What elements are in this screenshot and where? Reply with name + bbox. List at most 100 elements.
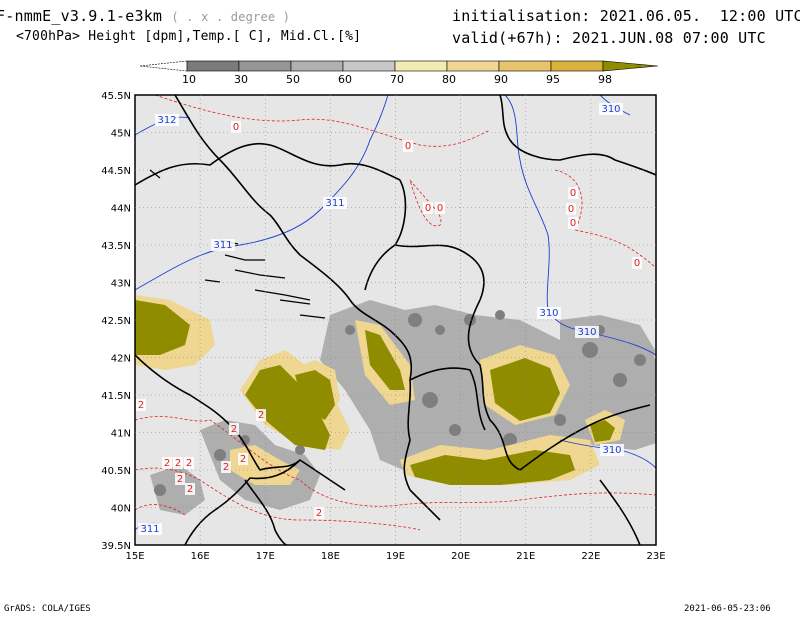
temp-label: 0: [425, 203, 431, 214]
height-label-bg: [138, 523, 162, 535]
footer-timestamp: 2021-06-05-23:06: [684, 604, 771, 614]
temp-label-bg: [229, 423, 239, 435]
height-contour-labels: 312 311 311 310 310 310 310 311: [138, 103, 624, 535]
temp-label: 2: [186, 458, 192, 469]
temp-label-bg: [238, 453, 248, 465]
height-label: 311: [213, 240, 232, 251]
temp-label: 0: [634, 258, 640, 269]
lat-axis: 45.5N 45N 44.5N 44N 43.5N 43N 42.5N 42N 41.5N 41N…: [101, 91, 131, 552]
gridlines: [135, 95, 656, 545]
temp-label: 0: [570, 188, 576, 199]
colorbar-label: 98: [598, 73, 612, 86]
temp-label-bg: [136, 399, 146, 411]
temp-label-bg: [184, 457, 194, 469]
temp-label-bg: [566, 203, 576, 215]
temp-label: 0: [568, 204, 574, 215]
height-label: 310: [602, 445, 621, 456]
height-label: 312: [157, 115, 176, 126]
temp-label: 0: [437, 203, 443, 214]
temp-label-bg: [231, 121, 241, 133]
temp-label: 0: [570, 218, 576, 229]
colorbar-swatch: [290, 60, 344, 72]
valid-time: valid(+67h): 2021.JUN.08 07:00 UTC: [452, 29, 766, 47]
height-label-bg: [323, 197, 347, 209]
temp-label-bg: [162, 457, 172, 469]
lat-tick-label: 41N: [111, 429, 131, 440]
lon-tick-label: 16E: [191, 551, 210, 562]
temp-label-bg: [221, 461, 231, 473]
lon-axis: 15E 16E 17E 18E 19E 20E 21E 22E 23E: [125, 551, 665, 562]
temp-label: 0: [405, 141, 411, 152]
colorbar-label: 50: [286, 73, 300, 86]
lon-tick-label: 15E: [125, 551, 144, 562]
colorbar-label: 80: [442, 73, 456, 86]
colorbar-left-arrow: [139, 60, 188, 72]
temp-label-bg: [403, 140, 413, 152]
lon-tick-label: 17E: [256, 551, 275, 562]
temp-label-bg: [185, 483, 195, 495]
height-label-bg: [575, 326, 599, 338]
lat-tick-label: 39.5N: [101, 541, 131, 552]
height-label: 310: [577, 327, 596, 338]
temp-label: 2: [177, 474, 183, 485]
lon-tick-label: 23E: [646, 551, 665, 562]
colorbar-label: 10: [182, 73, 196, 86]
colorbar-label: 30: [234, 73, 248, 86]
lat-tick-label: 44N: [111, 204, 131, 215]
colorbar-swatch: [186, 60, 240, 72]
lat-tick-label: 40.5N: [101, 466, 131, 477]
colorbar-swatch: [498, 60, 552, 72]
height-label-bg: [600, 444, 624, 456]
lat-tick-label: 45N: [111, 129, 131, 140]
temp-label-bg: [568, 217, 578, 229]
init-time: initialisation: 2021.06.05. 12:00 UTC: [452, 7, 800, 25]
lat-tick-label: 42.5N: [101, 316, 131, 327]
temp-label-bg: [632, 257, 642, 269]
colorbar-label: 70: [390, 73, 404, 86]
footer-credit: GrADS: COLA/IGES: [4, 604, 91, 614]
temp-label: 0: [233, 122, 239, 133]
temp-label: 2: [138, 400, 144, 411]
lat-tick-label: 45.5N: [101, 91, 131, 102]
height-label-bg: [155, 114, 179, 126]
temp-label: 2: [187, 484, 193, 495]
colorbar-swatch: [602, 60, 659, 72]
model-title: F-nmmE_v3.9.1-e3km ( . x . degree ): [0, 7, 291, 25]
temp-label-bg: [568, 187, 578, 199]
lat-tick-label: 43.5N: [101, 241, 131, 252]
colorbar-label: 90: [494, 73, 508, 86]
temp-label: 2: [240, 454, 246, 465]
colorbar: 10 30 50 60 70 80 90 95 98: [139, 60, 659, 86]
lat-tick-label: 43N: [111, 279, 131, 290]
colorbar-swatch: [342, 60, 396, 72]
colorbar-label: 95: [546, 73, 560, 86]
height-label-bg: [537, 307, 561, 319]
fields-subtitle: <700hPa> Height [dpm],Temp.[ C], Mid.Cl.…: [16, 29, 362, 44]
colorbar-label: 60: [338, 73, 352, 86]
lon-tick-label: 21E: [516, 551, 535, 562]
temp-label-bg: [435, 202, 445, 214]
height-label: 310: [601, 104, 620, 115]
lat-tick-label: 41.5N: [101, 391, 131, 402]
lat-tick-label: 40N: [111, 504, 131, 515]
lat-tick-label: 44.5N: [101, 166, 131, 177]
height-label-bg: [211, 239, 235, 251]
temp-label: 2: [316, 508, 322, 519]
height-label: 311: [325, 198, 344, 209]
lat-tick-label: 42N: [111, 354, 131, 365]
temperature-contours: [135, 95, 656, 531]
temp-label: 2: [258, 410, 264, 421]
grid-note: ( . x . degree ): [171, 10, 291, 24]
colorbar-swatch: [550, 60, 604, 72]
height-label: 310: [539, 308, 558, 319]
temp-label-bg: [173, 457, 183, 469]
height-label-bg: [599, 103, 623, 115]
lon-tick-label: 19E: [386, 551, 405, 562]
lon-tick-label: 20E: [451, 551, 470, 562]
temp-label-bg: [175, 473, 185, 485]
colorbar-swatch: [394, 60, 448, 72]
temp-label-bg: [256, 409, 266, 421]
colorbar-swatch: [446, 60, 500, 72]
temp-label: 2: [231, 424, 237, 435]
